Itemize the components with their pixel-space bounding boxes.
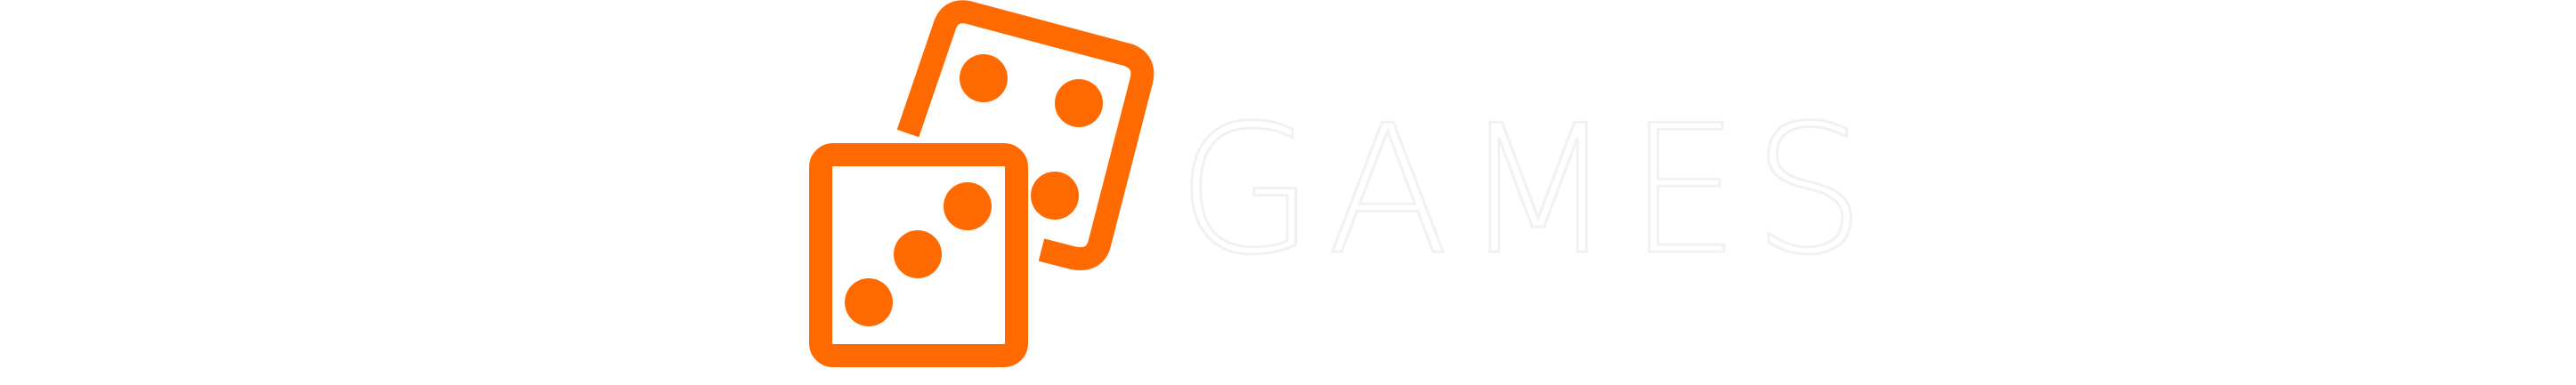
- logo-wordmark: GAMES: [1176, 87, 1878, 294]
- back-die: [896, 0, 1154, 270]
- front-die-pip: [894, 230, 942, 278]
- back-die-outline: [896, 0, 1154, 270]
- back-die-pip: [960, 54, 1008, 102]
- front-die-pip: [845, 278, 893, 326]
- front-die-pip: [944, 182, 992, 230]
- front-die: [809, 143, 1028, 367]
- back-die-pip: [1055, 79, 1103, 127]
- back-die-pip: [1031, 172, 1079, 220]
